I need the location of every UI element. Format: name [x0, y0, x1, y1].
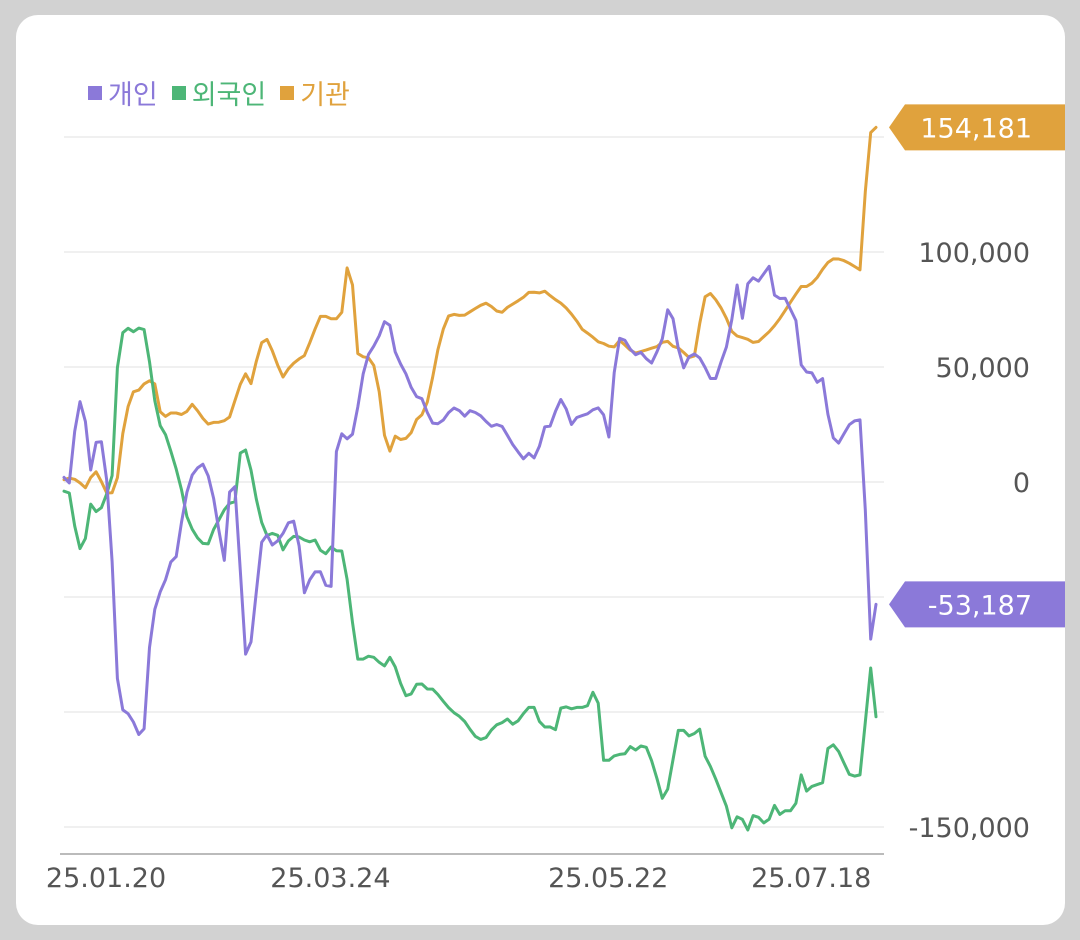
badge-individual	[889, 581, 1065, 628]
x-tick-label: 25.03.24	[270, 863, 390, 894]
x-tick-label: 25.01.20	[46, 863, 166, 894]
legend-label-individual: 개인	[108, 80, 158, 111]
legend-item-foreign[interactable]: 외국인	[171, 73, 267, 112]
y-tick-label: 100,000	[918, 238, 1030, 269]
series-line-institution	[62, 125, 878, 495]
y-tick-label: -150,000	[909, 813, 1030, 844]
badge-institution-label: 154,181	[920, 113, 1032, 144]
line-chart: 100,000 50,000 0 -150,000 25.01.20 25.03.24 25…	[46, 104, 1065, 894]
chart-card: 개인 외국인 기관 100,000 50,000 0 -150,000 25.01.20…	[16, 15, 1065, 925]
badge-individual-label: -53,187	[928, 590, 1032, 621]
legend-item-institution[interactable]: 기관	[280, 73, 350, 112]
series-line-foreign	[62, 326, 878, 832]
y-tick-label: 0	[1013, 468, 1030, 499]
legend-label-institution: 기관	[300, 80, 350, 111]
legend-label-foreign: 외국인	[191, 80, 267, 111]
legend-swatch-foreign	[171, 85, 186, 100]
chart-legend: 개인 외국인 기관	[88, 73, 350, 112]
badge-institution	[889, 104, 1065, 151]
x-tick-label: 25.05.22	[548, 863, 668, 894]
legend-swatch-institution	[280, 85, 295, 100]
legend-item-individual[interactable]: 개인	[88, 73, 158, 112]
series-line-individual	[62, 264, 878, 736]
legend-swatch-individual	[88, 85, 102, 100]
x-tick-label: 25.07.18	[751, 863, 871, 894]
y-tick-label: 50,000	[936, 353, 1030, 384]
